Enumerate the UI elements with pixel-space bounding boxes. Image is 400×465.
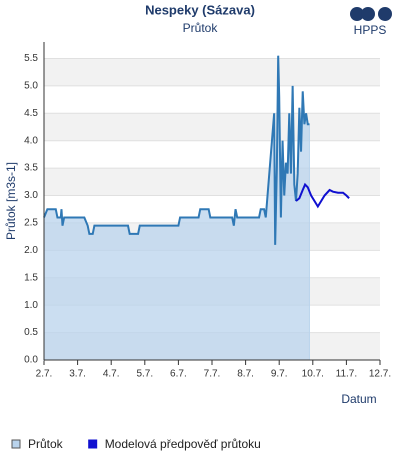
y-tick-label: 2.0: [24, 245, 38, 256]
logo-text: HPPS: [354, 23, 387, 37]
y-tick-label: 0.5: [24, 327, 38, 338]
x-tick-label: 3.7.: [69, 369, 86, 380]
grid-band: [44, 168, 380, 196]
line: [295, 182, 350, 209]
chart-title: Nespeky (Sázava): [145, 2, 255, 17]
y-tick-label: 3.0: [24, 190, 38, 201]
x-tick-label: 8.7.: [237, 369, 254, 380]
y-axis-label: Průtok [m3s-1]: [4, 162, 18, 240]
x-tick-label: 12.7.: [369, 369, 391, 380]
x-axis-label: Datum: [341, 392, 376, 406]
x-tick-label: 6.7.: [170, 369, 187, 380]
chart-subtitle: Průtok: [183, 21, 219, 35]
y-tick-label: 5.5: [24, 53, 38, 64]
x-tick-label: 11.7.: [336, 369, 358, 380]
legend-label: Modelová předpověď průtoku: [105, 437, 261, 451]
legend-marker: [88, 439, 98, 449]
grid-band: [44, 113, 380, 141]
y-tick-label: 4.0: [24, 135, 38, 146]
legend-label: Průtok: [28, 437, 64, 451]
y-tick-label: 0.0: [24, 355, 38, 366]
logo-dot: [350, 7, 364, 21]
x-tick-label: 5.7.: [136, 369, 153, 380]
x-tick-label: 10.7.: [302, 369, 324, 380]
x-tick-label: 7.7.: [204, 369, 221, 380]
x-tick-label: 2.7.: [36, 369, 53, 380]
grid-band: [44, 58, 380, 86]
y-tick-label: 5.0: [24, 81, 38, 92]
logo-dot: [361, 7, 375, 21]
y-tick-label: 1.0: [24, 300, 38, 311]
x-tick-label: 4.7.: [103, 369, 120, 380]
area: [43, 55, 310, 361]
line: [43, 55, 310, 245]
legend-marker: [11, 439, 21, 449]
y-tick-label: 4.5: [24, 108, 38, 119]
y-tick-label: 3.5: [24, 163, 38, 174]
logo-dot: [378, 7, 392, 21]
y-tick-label: 1.5: [24, 272, 38, 283]
x-tick-label: 9.7.: [271, 369, 288, 380]
y-tick-label: 2.5: [24, 218, 38, 229]
